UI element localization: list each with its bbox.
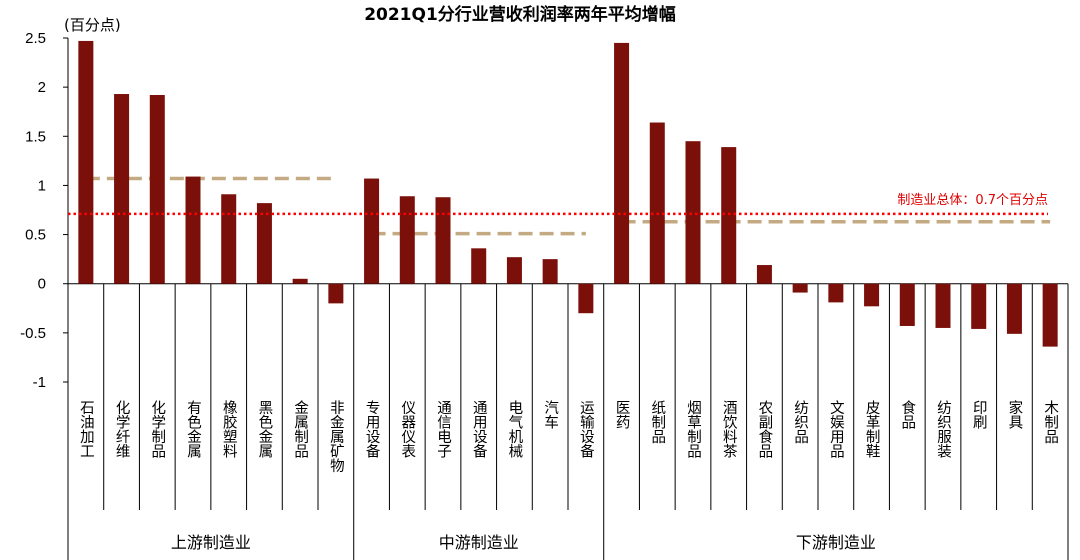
- category-label: 农副食品: [756, 400, 772, 459]
- category-label: 食品: [899, 400, 915, 430]
- bar: [971, 283, 987, 329]
- y-tick-label: 0.5: [25, 227, 46, 244]
- group-labels: 上游制造业 中游制造业 下游制造业: [171, 533, 876, 552]
- category-label: 烟草制品: [685, 400, 701, 459]
- category-label: 专用设备: [364, 400, 380, 459]
- category-label: 纺织品: [792, 400, 808, 444]
- bar: [364, 178, 380, 284]
- bar: [828, 283, 844, 303]
- bar: [256, 203, 272, 284]
- bar: [649, 122, 665, 284]
- bar: [1006, 283, 1022, 334]
- bar: [399, 196, 415, 284]
- category-label: 化学制品: [149, 400, 165, 459]
- category-label: 医药: [614, 400, 630, 430]
- bar: [899, 283, 915, 326]
- group-label: 下游制造业: [796, 533, 876, 552]
- overall-reference-line: 制造业总体：0.7个百分点: [68, 193, 1048, 216]
- y-tick-label: 1: [38, 177, 46, 194]
- bar: [935, 283, 951, 328]
- category-label: 化学纤维: [114, 400, 130, 459]
- y-tick-label: -0.5: [20, 325, 46, 342]
- bar: [614, 42, 630, 284]
- bar: [185, 176, 201, 284]
- bar: [756, 265, 772, 284]
- y-tick-label: 2.5: [25, 30, 46, 47]
- category-label: 通信电子: [435, 400, 451, 459]
- category-label: 文娱用品: [828, 400, 844, 459]
- category-label: 石油加工: [78, 400, 94, 458]
- y-tick-label: 2: [38, 79, 46, 96]
- category-label: 非金属矿物: [328, 400, 344, 474]
- bar: [435, 197, 451, 284]
- bar: [864, 283, 880, 307]
- group-label: 中游制造业: [439, 533, 519, 552]
- bars: [78, 40, 1058, 347]
- bar: [221, 194, 237, 284]
- bar: [328, 283, 344, 304]
- bar: [292, 278, 308, 284]
- group-label: 上游制造业: [171, 533, 251, 552]
- y-tick-label: -1: [33, 374, 46, 391]
- category-label: 仪器仪表: [399, 400, 415, 458]
- category-label: 印刷: [971, 400, 987, 430]
- category-label: 电气机械: [506, 400, 522, 459]
- category-label: 纸制品: [649, 400, 665, 444]
- bar: [685, 141, 701, 284]
- y-tick-label: 0: [38, 276, 46, 293]
- x-axis: [67, 283, 1069, 560]
- category-label: 皮革制鞋: [864, 400, 880, 459]
- y-tick-label: 1.5: [25, 128, 46, 145]
- bar: [471, 248, 487, 284]
- bar: [149, 95, 165, 284]
- category-label: 酒饮料茶: [721, 400, 737, 459]
- bar: [578, 283, 594, 314]
- reference-line-label: 制造业总体：0.7个百分点: [897, 193, 1048, 208]
- category-label: 家具: [1006, 400, 1022, 430]
- category-label: 有色金属: [185, 400, 201, 459]
- bar: [721, 147, 737, 284]
- bar: [506, 257, 522, 284]
- category-label: 木制品: [1042, 400, 1058, 444]
- category-label: 汽车: [542, 400, 558, 430]
- category-label: 橡胶塑料: [221, 400, 237, 459]
- y-axis-unit-label: (百分点): [64, 16, 121, 34]
- category-label: 金属制品: [292, 400, 308, 459]
- category-label: 黑色金属: [256, 400, 272, 458]
- bar: [792, 283, 808, 293]
- bar: [1042, 283, 1058, 347]
- bar: [78, 40, 94, 284]
- category-label: 通用设备: [471, 400, 487, 459]
- category-label: 运输设备: [578, 400, 594, 459]
- category-label: 纺织服装: [935, 400, 951, 459]
- y-axis: -1 -0.5 0 0.5 1 1.5 2 2.5: [20, 30, 69, 391]
- category-labels: 石油加工 化学纤维 化学制品 有色金属 橡胶塑料 黑色金属 金属制品 非金属矿物 专用设备 仪器仪…: [78, 400, 1059, 474]
- bar: [542, 259, 558, 284]
- bar: [114, 94, 130, 284]
- chart-title: 2021Q1分行业营收利润率两年平均增幅: [364, 4, 676, 25]
